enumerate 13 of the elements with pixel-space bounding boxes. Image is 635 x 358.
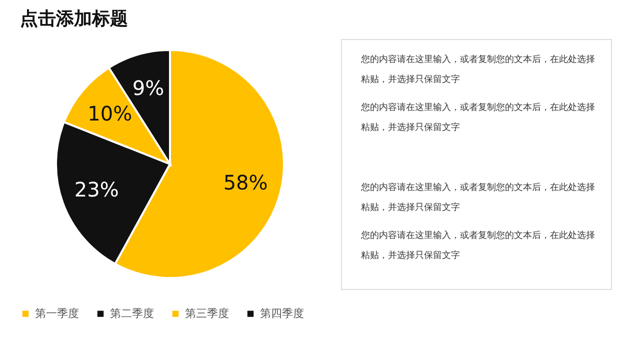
text: 您的内容请在这里输入，或者复制您的文本后，在此处选择粘贴，并选择只保留文字 xyxy=(360,182,595,213)
legend-label: 第三季度 xyxy=(185,306,229,320)
legend-label: 第一季度 xyxy=(35,306,79,320)
data-label: 23% xyxy=(74,177,119,202)
data-label: 58% xyxy=(223,170,268,194)
legend-label: 第四季度 xyxy=(260,306,304,320)
legend-label: 第二季度 xyxy=(110,306,154,320)
data-label: 9% xyxy=(132,76,164,100)
text: 您的内容请在这里输入，或者复制您的文本后，在此处选择粘贴，并选择只保留文字 xyxy=(360,102,595,133)
chart-title: 点击添加标题 xyxy=(20,8,128,30)
text: 您的内容请在这里输入，或者复制您的文本后，在此处选择粘贴，并选择只保留文字 xyxy=(360,230,595,261)
text: 您的内容请在这里输入，或者复制您的文本后，在此处选择粘贴，并选择只保留文字 xyxy=(360,54,595,85)
data-label: 10% xyxy=(88,101,132,126)
